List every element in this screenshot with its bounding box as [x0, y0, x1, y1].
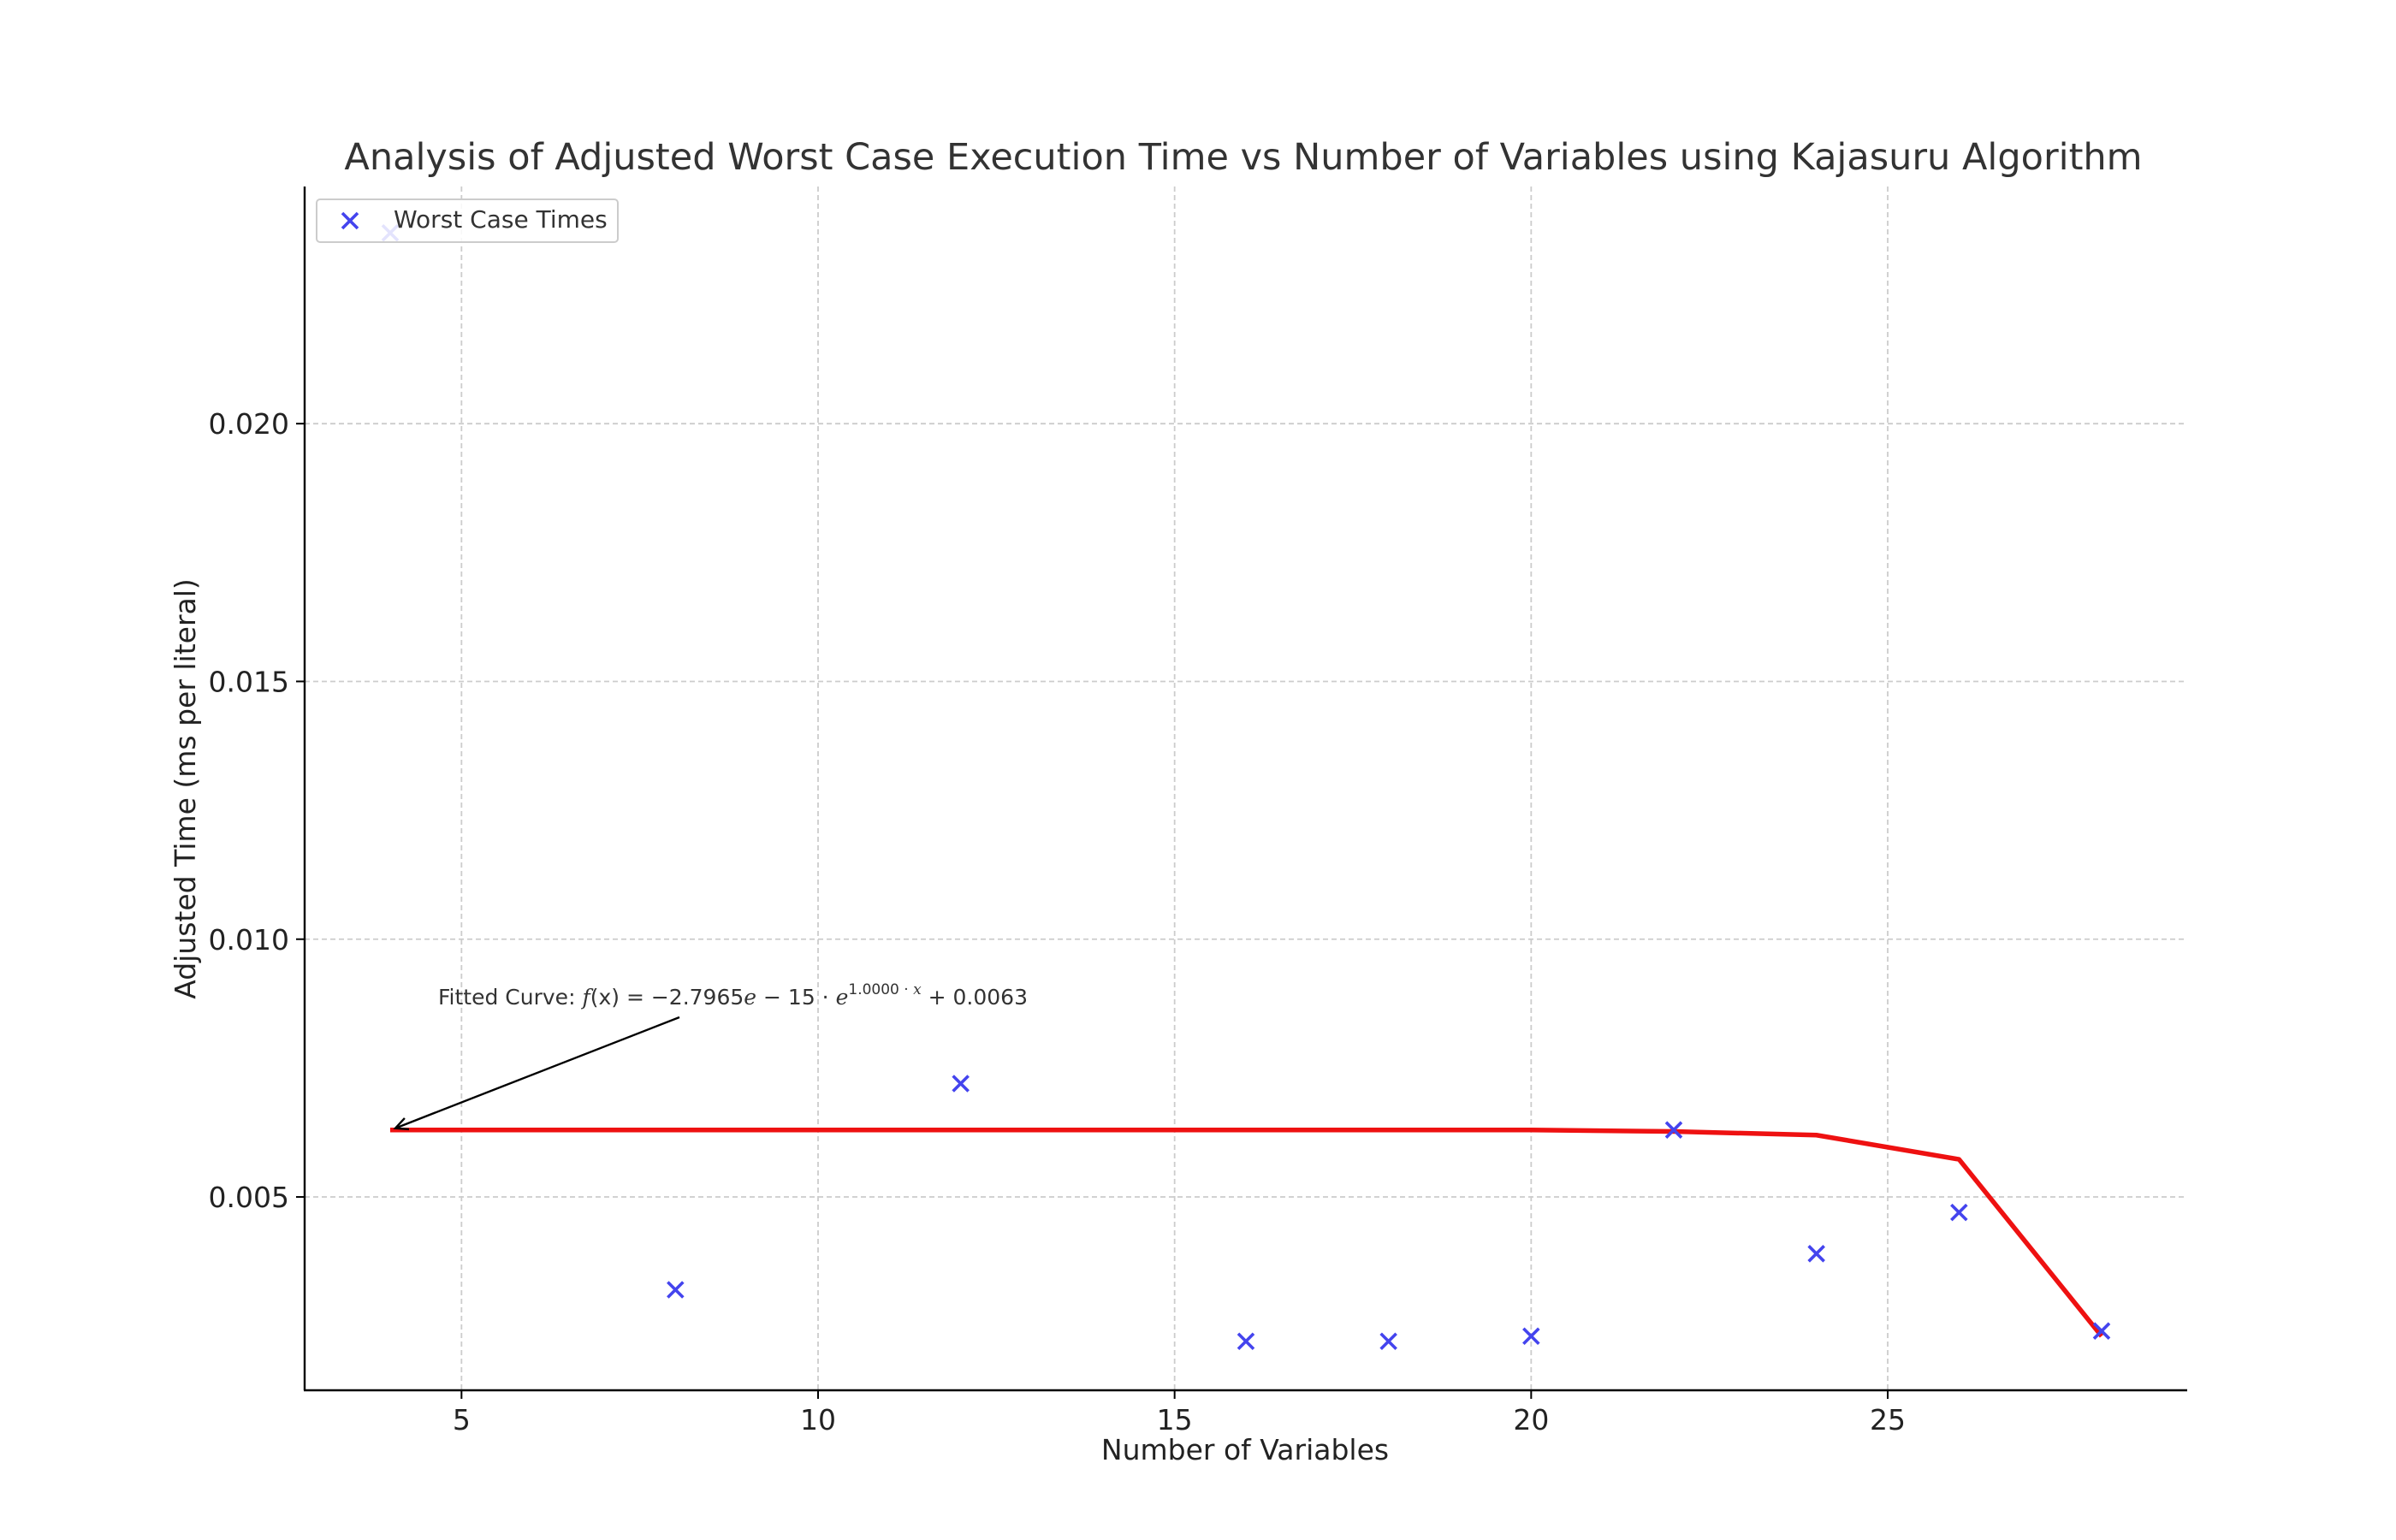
annotation: Fitted Curve: f(x) = −2.7965e − 15 · e1.…: [393, 981, 1028, 1131]
x-axis-label: Number of Variables: [1101, 1433, 1389, 1466]
x-tick-label: 25: [1870, 1403, 1906, 1436]
scatter-markers: [381, 223, 2111, 1351]
scatter-point: [667, 1281, 685, 1299]
scatter-point: [952, 1075, 970, 1093]
y-tick-label: 0.020: [209, 407, 289, 441]
y-tick-label: 0.005: [209, 1181, 289, 1214]
annotation-fx: f: [580, 985, 593, 1010]
scatter-point: [1379, 1332, 1397, 1351]
x-ticks: 5 10 15 20 25: [453, 1390, 1906, 1436]
y-ticks: 0.005 0.010 0.015 0.020: [209, 407, 305, 1214]
scatter-point: [1950, 1203, 1968, 1222]
y-tick-label: 0.010: [209, 923, 289, 957]
annotation-text: Fitted Curve: f(x) = −2.7965e − 15 · e1.…: [438, 981, 1028, 1010]
annotation-suffix: + 0.0063: [922, 985, 1028, 1010]
scatter-point: [1522, 1327, 1540, 1346]
scatter-point: [2092, 1322, 2111, 1340]
annotation-minus15: − 15 ·: [756, 985, 836, 1010]
annotation-exp-num: 1.0000 ·: [848, 981, 913, 998]
x-tick-label: 10: [800, 1403, 836, 1436]
chart-title: Analysis of Adjusted Worst Case Executio…: [344, 136, 2142, 179]
annotation-arrow: [394, 1016, 680, 1129]
scatter-point: [1664, 1121, 1683, 1139]
legend: Worst Case Times: [316, 198, 619, 243]
legend-box: [316, 198, 619, 243]
annotation-e1: e: [744, 985, 756, 1010]
legend-x-glyph: [341, 211, 359, 230]
annotation-paren: (x) = −2.7965: [590, 985, 744, 1010]
legend-label: Worst Case Times: [394, 205, 608, 234]
scatter-point: [1807, 1245, 1825, 1263]
x-tick-label: 5: [453, 1403, 471, 1436]
annotation-prefix: Fitted Curve:: [438, 985, 582, 1010]
annotation-exp-x: x: [913, 981, 922, 998]
fitted-curve-line: [390, 1127, 2104, 1338]
annotation-e2: e: [836, 985, 849, 1010]
x-tick-label: 20: [1513, 1403, 1549, 1436]
annotation-arrowhead: [393, 1117, 410, 1131]
y-tick-label: 0.015: [209, 665, 289, 698]
y-axis-label: Adjusted Time (ms per literal): [169, 578, 202, 999]
legend-marker-x-icon: [341, 211, 359, 230]
x-tick-label: 15: [1157, 1403, 1193, 1436]
grid: [305, 187, 2187, 1390]
scatter-point: [1237, 1332, 1255, 1351]
